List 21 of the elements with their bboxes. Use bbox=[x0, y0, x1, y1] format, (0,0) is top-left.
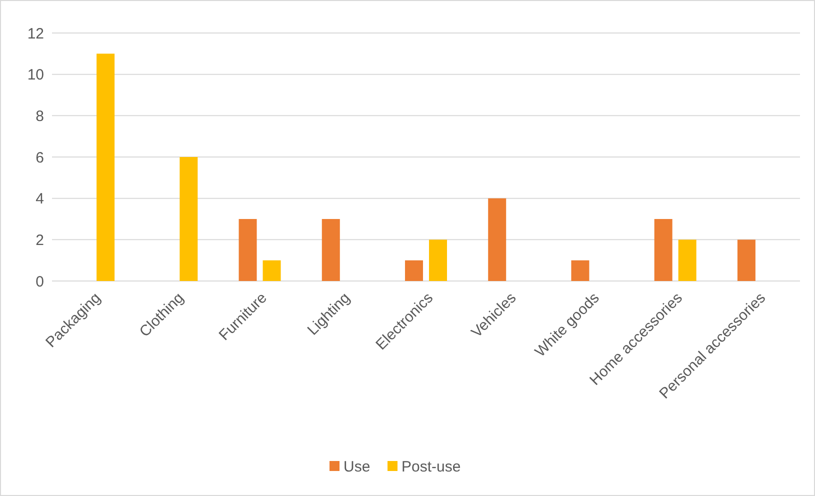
legend-label: Use bbox=[344, 458, 370, 476]
bar bbox=[571, 260, 590, 281]
bar bbox=[180, 157, 198, 281]
bar bbox=[429, 240, 447, 281]
bar bbox=[96, 54, 115, 281]
bar bbox=[488, 198, 506, 281]
y-tick-label: 8 bbox=[36, 108, 44, 125]
y-tick-label: 0 bbox=[36, 273, 44, 290]
legend-label: Post-use bbox=[402, 458, 461, 476]
y-tick-label: 10 bbox=[27, 66, 44, 84]
bar bbox=[654, 219, 672, 281]
bar bbox=[678, 240, 696, 281]
y-tick-label: 12 bbox=[27, 25, 44, 42]
bar bbox=[405, 260, 423, 281]
y-tick-label: 6 bbox=[36, 149, 44, 166]
bar bbox=[737, 240, 756, 281]
bar bbox=[322, 219, 340, 281]
y-tick-label: 4 bbox=[36, 190, 44, 208]
y-tick-label: 2 bbox=[36, 232, 44, 249]
bar bbox=[262, 260, 281, 281]
bar bbox=[238, 219, 257, 281]
